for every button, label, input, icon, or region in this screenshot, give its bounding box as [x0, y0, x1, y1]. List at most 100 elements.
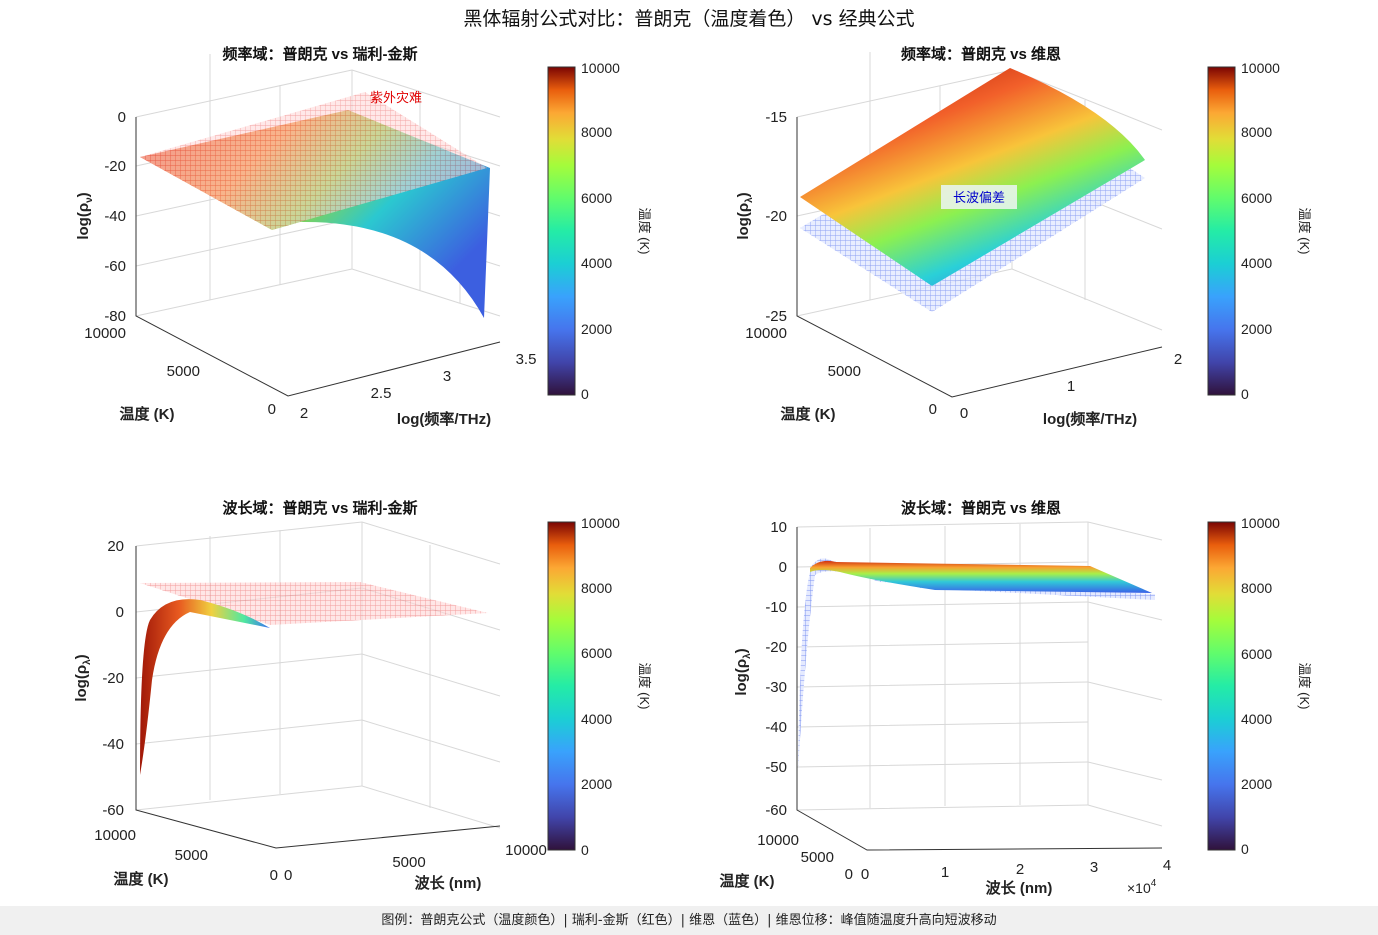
- colorbar-tick-label: 6000: [581, 645, 612, 661]
- z-tick-label: -10: [765, 599, 787, 616]
- z-axis-label: log(ρν): [75, 192, 95, 239]
- x-tick-label: 0: [960, 405, 968, 422]
- z-tick-label: -80: [104, 308, 126, 325]
- z-tick-label: -40: [765, 719, 787, 736]
- z-tick-label: -25: [765, 308, 787, 325]
- x-tick-labels: 0 1 2: [960, 351, 1182, 422]
- colorbar-tick-label: 10000: [1241, 515, 1280, 531]
- y-tick-label: 0: [270, 867, 278, 884]
- z-axis-label: log(ρλ): [73, 654, 93, 701]
- colorbar-tick-label: 2000: [581, 321, 612, 337]
- colorbar-tick-label: 10000: [581, 515, 620, 531]
- colorbar: 0 2000 4000 6000 8000 10000 温度 (K): [547, 60, 652, 402]
- colorbar-tick-label: 8000: [581, 580, 612, 596]
- colorbar-tick-label: 0: [581, 386, 589, 402]
- z-tick-labels: 0 -20 -40 -60 -80: [104, 109, 126, 325]
- z-axis-label: log(ρλ): [733, 648, 753, 695]
- y-tick-label: 10000: [94, 827, 136, 844]
- x-tick-labels: 0 1 2 3 4: [861, 857, 1171, 883]
- x-tick-label: 0: [284, 867, 292, 884]
- axes-box: [796, 117, 1163, 398]
- y-tick-label: 5000: [167, 363, 200, 380]
- subplot-wave-rayleigh-jeans: 波长域：普朗克 vs 瑞利-金斯 20 0 -20 -40 -60 0 5000…: [73, 499, 652, 892]
- z-tick-labels: 10 0 -10 -20 -30 -40 -50 -60: [765, 519, 787, 819]
- z-tick-label: -30: [765, 679, 787, 696]
- y-tick-label: 5000: [175, 847, 208, 864]
- colorbar-label: 温度 (K): [637, 663, 652, 710]
- x-tick-label: 0: [861, 866, 869, 883]
- z-tick-label: -50: [765, 759, 787, 776]
- y-tick-label: 10000: [84, 325, 126, 342]
- z-tick-label: -40: [104, 208, 126, 225]
- z-tick-label: -20: [102, 670, 124, 687]
- x-tick-labels: 0 5000 10000: [284, 842, 547, 884]
- x-tick-label: 2: [300, 405, 308, 422]
- colorbar-gradient: [547, 66, 576, 396]
- x-exponent-label: ×104: [1127, 878, 1157, 896]
- z-tick-label: -60: [104, 258, 126, 275]
- colorbar-tick-label: 6000: [1241, 190, 1272, 206]
- colorbar: 0 2000 4000 6000 8000 10000 温度 (K): [1207, 515, 1312, 857]
- axes-box: [135, 117, 501, 397]
- x-tick-label: 10000: [505, 842, 547, 859]
- subplot-freq-wien: 频率域：普朗克 vs 维恩 长波偏差 -15 -20 -25 0 5000 10…: [735, 45, 1312, 428]
- y-tick-label: 0: [929, 401, 937, 418]
- subplot-title: 频率域：普朗克 vs 瑞利-金斯: [222, 45, 417, 63]
- colorbar-tick-label: 0: [581, 842, 589, 858]
- x-tick-label: 5000: [392, 854, 425, 871]
- colorbar-tick-label: 4000: [1241, 711, 1272, 727]
- colorbar-tick-label: 0: [1241, 386, 1249, 402]
- figure-title: 黑体辐射公式对比：普朗克（温度着色） vs 经典公式: [463, 8, 915, 30]
- y-tick-labels: 0 5000 10000: [757, 832, 853, 883]
- z-tick-label: 0: [118, 109, 126, 126]
- x-axis-label: 波长 (nm): [986, 879, 1053, 897]
- x-tick-label: 1: [941, 864, 949, 881]
- grid-lines: [135, 521, 501, 829]
- planck-surface: [140, 599, 270, 775]
- subplot-title: 波长域：普朗克 vs 维恩: [901, 499, 1061, 517]
- colorbar-tick-label: 10000: [1241, 60, 1280, 76]
- colorbar-tick-label: 6000: [1241, 646, 1272, 662]
- colorbar-label: 温度 (K): [1297, 208, 1312, 255]
- x-axis-label: 波长 (nm): [415, 874, 482, 892]
- x-tick-label: 3: [443, 368, 451, 385]
- x-tick-label: 2: [1174, 351, 1182, 368]
- planck-surface: [800, 68, 1145, 286]
- colorbar-tick-label: 8000: [1241, 124, 1272, 140]
- z-tick-label: 10: [770, 519, 787, 536]
- y-tick-label: 5000: [828, 363, 861, 380]
- colorbar-tick-label: 8000: [1241, 580, 1272, 596]
- y-tick-label: 10000: [745, 325, 787, 342]
- subplot-wave-wien: 波长域：普朗克 vs 维恩 10 0 -10 -20 -30 -40 -50 -…: [720, 499, 1313, 897]
- colorbar-gradient: [1207, 521, 1236, 851]
- annotation-long-wave-deviation: 长波偏差: [953, 190, 1005, 205]
- y-tick-label: 0: [845, 866, 853, 883]
- colorbar-label: 温度 (K): [637, 208, 652, 255]
- colorbar-tick-label: 0: [1241, 841, 1249, 857]
- colorbar-tick-label: 8000: [581, 124, 612, 140]
- colorbar-tick-label: 4000: [581, 711, 612, 727]
- colorbar-label: 温度 (K): [1297, 663, 1312, 710]
- colorbar-tick-label: 4000: [581, 255, 612, 271]
- z-axis-label: log(ρλ): [735, 192, 755, 239]
- z-tick-label: -15: [765, 109, 787, 126]
- annotation-uv-catastrophe: 紫外灾难: [370, 90, 422, 105]
- y-axis-label: 温度 (K): [720, 872, 775, 890]
- colorbar-tick-label: 4000: [1241, 255, 1272, 271]
- x-tick-labels: 2 2.5 3 3.5: [300, 351, 537, 422]
- colorbar-gradient: [1207, 66, 1236, 396]
- planck-surface: [810, 560, 1152, 593]
- z-tick-label: -60: [102, 802, 124, 819]
- z-tick-label: -40: [102, 736, 124, 753]
- colorbar-tick-label: 6000: [581, 190, 612, 206]
- y-axis-label: 温度 (K): [114, 870, 169, 888]
- colorbar-gradient: [547, 521, 576, 851]
- subplot-title: 频率域：普朗克 vs 维恩: [901, 45, 1061, 63]
- z-tick-label: -20: [104, 158, 126, 175]
- colorbar-tick-label: 2000: [581, 776, 612, 792]
- y-tick-label: 0: [268, 401, 276, 418]
- y-tick-label: 10000: [757, 832, 799, 849]
- x-axis-label: log(频率/THz): [397, 410, 491, 428]
- x-tick-label: 2.5: [371, 385, 392, 402]
